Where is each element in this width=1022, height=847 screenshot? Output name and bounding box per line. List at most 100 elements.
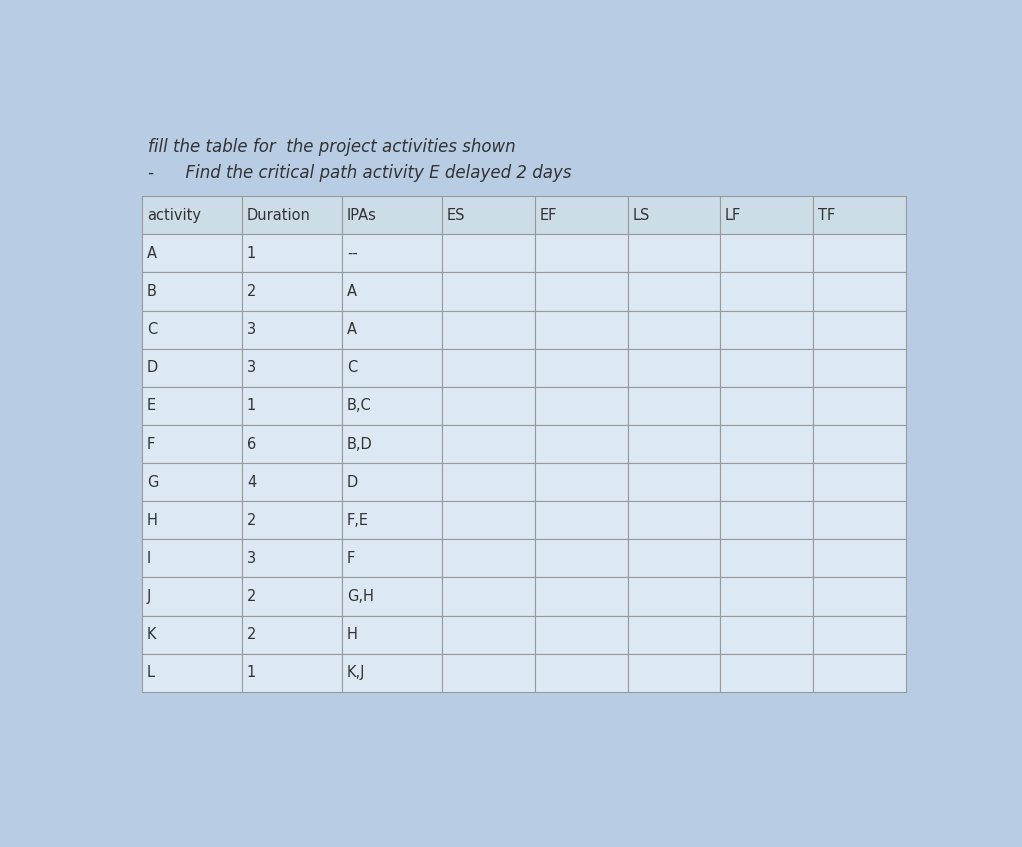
Text: activity: activity — [147, 208, 200, 223]
Bar — [242, 197, 342, 235]
Bar — [535, 463, 628, 501]
Bar — [812, 463, 905, 501]
Bar — [721, 387, 812, 425]
Bar — [342, 540, 443, 578]
Bar — [242, 501, 342, 540]
Bar — [443, 197, 535, 235]
Text: D: D — [147, 360, 158, 375]
Text: E: E — [147, 398, 156, 413]
Text: K: K — [147, 627, 156, 642]
Text: L: L — [147, 665, 154, 680]
Bar — [342, 387, 443, 425]
Text: 3: 3 — [247, 322, 256, 337]
Text: J: J — [147, 589, 151, 604]
Bar — [812, 273, 905, 311]
Bar — [342, 616, 443, 654]
Bar — [812, 654, 905, 692]
Bar — [142, 349, 242, 387]
Text: 1: 1 — [247, 398, 257, 413]
Bar — [628, 425, 721, 463]
Bar — [142, 387, 242, 425]
Text: EF: EF — [540, 208, 557, 223]
Text: H: H — [147, 512, 157, 528]
Bar — [443, 311, 535, 349]
Bar — [142, 273, 242, 311]
Bar — [142, 501, 242, 540]
Bar — [142, 540, 242, 578]
Bar — [535, 654, 628, 692]
Bar — [443, 349, 535, 387]
Bar — [443, 578, 535, 616]
Bar — [721, 578, 812, 616]
Text: 6: 6 — [247, 436, 257, 451]
Bar — [342, 578, 443, 616]
Bar — [443, 501, 535, 540]
Text: 3: 3 — [247, 551, 256, 566]
Text: G: G — [147, 474, 158, 490]
Bar — [535, 349, 628, 387]
Bar — [342, 235, 443, 273]
Text: 1: 1 — [247, 665, 257, 680]
Bar — [721, 540, 812, 578]
Text: 2: 2 — [247, 627, 257, 642]
Bar — [342, 425, 443, 463]
Bar — [342, 311, 443, 349]
Text: ES: ES — [447, 208, 466, 223]
Bar — [242, 273, 342, 311]
Bar — [443, 616, 535, 654]
Text: B,C: B,C — [346, 398, 372, 413]
Bar — [721, 349, 812, 387]
Bar — [628, 311, 721, 349]
Bar — [628, 387, 721, 425]
Bar — [242, 463, 342, 501]
Text: G,H: G,H — [346, 589, 374, 604]
Bar — [342, 654, 443, 692]
Bar — [142, 311, 242, 349]
Text: I: I — [147, 551, 151, 566]
Text: 2: 2 — [247, 284, 257, 299]
Bar — [142, 616, 242, 654]
Text: 1: 1 — [247, 246, 257, 261]
Bar — [628, 654, 721, 692]
Bar — [443, 654, 535, 692]
Bar — [628, 349, 721, 387]
Text: F,E: F,E — [346, 512, 369, 528]
Bar — [342, 349, 443, 387]
Text: F: F — [346, 551, 356, 566]
Bar — [142, 197, 242, 235]
Bar — [628, 616, 721, 654]
Text: C: C — [147, 322, 157, 337]
Text: 4: 4 — [247, 474, 257, 490]
Text: K,J: K,J — [346, 665, 366, 680]
Bar — [242, 235, 342, 273]
Bar — [535, 311, 628, 349]
Text: H: H — [346, 627, 358, 642]
Bar — [628, 463, 721, 501]
Bar — [535, 540, 628, 578]
Bar — [628, 501, 721, 540]
Bar — [242, 578, 342, 616]
Bar — [721, 311, 812, 349]
Bar — [142, 654, 242, 692]
Bar — [535, 387, 628, 425]
Bar — [342, 501, 443, 540]
Text: -      Find the critical path activity E delayed 2 days: - Find the critical path activity E dela… — [147, 163, 571, 181]
Bar — [812, 616, 905, 654]
Bar — [812, 578, 905, 616]
Bar — [242, 654, 342, 692]
Bar — [628, 273, 721, 311]
Bar — [812, 501, 905, 540]
Text: A: A — [346, 284, 357, 299]
Text: 2: 2 — [247, 512, 257, 528]
Text: LF: LF — [725, 208, 741, 223]
Text: 3: 3 — [247, 360, 256, 375]
Bar — [721, 425, 812, 463]
Bar — [242, 349, 342, 387]
Text: C: C — [346, 360, 358, 375]
Bar — [443, 273, 535, 311]
Text: B,D: B,D — [346, 436, 373, 451]
Bar — [342, 273, 443, 311]
Text: F: F — [147, 436, 155, 451]
Bar — [721, 654, 812, 692]
Bar — [535, 425, 628, 463]
